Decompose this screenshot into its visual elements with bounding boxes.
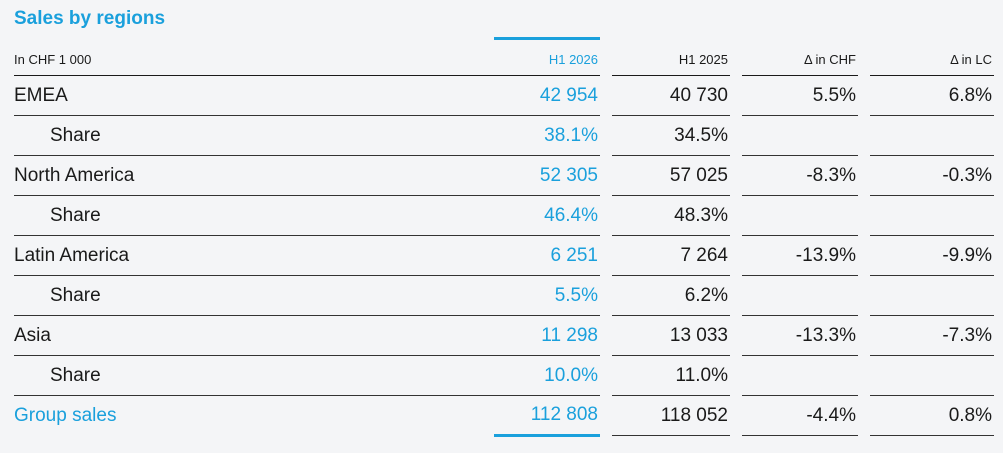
cell-h1-2026: 52 305 (494, 155, 606, 196)
table-row-north-america: North America 52 305 57 025 -8.3% -0.3% (14, 155, 994, 196)
row-label: EMEA (14, 75, 494, 116)
row-label: Share (14, 195, 494, 236)
cell-delta-lc: 0.8% (858, 395, 994, 436)
cell-delta-lc (858, 115, 994, 156)
table-title: Sales by regions (14, 8, 166, 29)
cell-h1-2025: 57 025 (600, 155, 736, 196)
cell-delta-chf (730, 275, 864, 316)
table-row-group-sales: Group sales 112 808 118 052 -4.4% 0.8% (14, 395, 994, 437)
cell-h1-2025: 118 052 (600, 395, 736, 436)
cell-delta-chf (730, 115, 864, 156)
header-row: In CHF 1 000 H1 2026 H1 2025 Δ in CHF Δ … (14, 37, 994, 76)
cell-h1-2025: 34.5% (600, 115, 736, 156)
table-row-asia-share: Share 10.0% 11.0% (14, 355, 994, 396)
cell-delta-lc: 6.8% (858, 75, 994, 116)
row-label: North America (14, 155, 494, 196)
cell-delta-lc (858, 195, 994, 236)
cell-delta-chf: 5.5% (730, 75, 864, 116)
cell-h1-2026: 112 808 (494, 395, 606, 437)
row-label: Asia (14, 315, 494, 356)
cell-h1-2026: 11 298 (494, 315, 606, 356)
cell-h1-2025: 48.3% (600, 195, 736, 236)
cell-h1-2026: 46.4% (494, 195, 606, 236)
cell-delta-chf: -8.3% (730, 155, 864, 196)
cell-h1-2026: 6 251 (494, 235, 606, 276)
table-row-asia: Asia 11 298 13 033 -13.3% -7.3% (14, 315, 994, 356)
cell-delta-chf: -13.3% (730, 315, 864, 356)
cell-delta-lc: -9.9% (858, 235, 994, 276)
column-header-delta-chf: Δ in CHF (730, 38, 864, 76)
row-label: Share (14, 355, 494, 396)
cell-h1-2026: 42 954 (494, 75, 606, 116)
row-label: Group sales (14, 404, 117, 426)
column-header-h1-2025: H1 2025 (600, 38, 736, 76)
table-row-emea: EMEA 42 954 40 730 5.5% 6.8% (14, 75, 994, 116)
cell-delta-chf (730, 355, 864, 396)
cell-h1-2025: 11.0% (600, 355, 736, 396)
sales-by-regions-table: In CHF 1 000 H1 2026 H1 2025 Δ in CHF Δ … (14, 37, 994, 437)
row-label: Share (14, 275, 494, 316)
table-row-north-america-share: Share 46.4% 48.3% (14, 195, 994, 236)
cell-delta-lc (858, 355, 994, 396)
cell-h1-2025: 7 264 (600, 235, 736, 276)
table-row-latin-america-share: Share 5.5% 6.2% (14, 275, 994, 316)
column-header-delta-lc: Δ in LC (858, 38, 994, 76)
table-row-latin-america: Latin America 6 251 7 264 -13.9% -9.9% (14, 235, 994, 276)
cell-delta-lc (858, 275, 994, 316)
cell-h1-2025: 40 730 (600, 75, 736, 116)
cell-delta-lc: -0.3% (858, 155, 994, 196)
cell-h1-2026: 10.0% (494, 355, 606, 396)
cell-h1-2026: 38.1% (494, 115, 606, 156)
row-label: Share (14, 115, 494, 156)
cell-h1-2025: 13 033 (600, 315, 736, 356)
column-header-unit: In CHF 1 000 (14, 38, 494, 76)
cell-delta-chf (730, 195, 864, 236)
table-row-emea-share: Share 38.1% 34.5% (14, 115, 994, 156)
cell-h1-2026: 5.5% (494, 275, 606, 316)
column-header-h1-2026: H1 2026 (494, 37, 606, 76)
cell-delta-chf: -13.9% (730, 235, 864, 276)
cell-h1-2025: 6.2% (600, 275, 736, 316)
row-label: Latin America (14, 235, 494, 276)
cell-delta-chf: -4.4% (730, 395, 864, 436)
cell-delta-lc: -7.3% (858, 315, 994, 356)
